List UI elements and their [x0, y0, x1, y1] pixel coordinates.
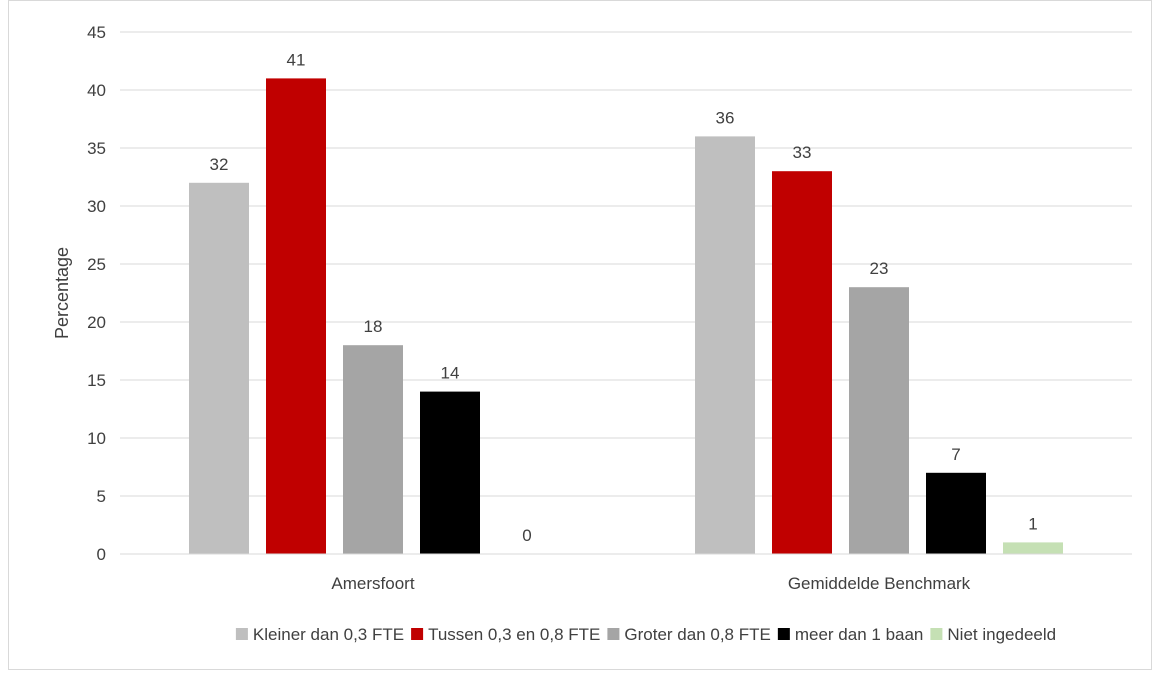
x-category-label: Amersfoort: [331, 574, 414, 593]
data-label: 7: [951, 445, 960, 464]
y-tick-label: 15: [87, 371, 106, 390]
data-label: 36: [716, 108, 735, 127]
legend: Kleiner dan 0,3 FTE Tussen 0,3 en 0,8 FTE…: [235, 625, 1056, 644]
y-tick-label: 0: [97, 545, 106, 564]
data-label: 33: [793, 143, 812, 162]
y-tick-label: 35: [87, 139, 106, 158]
data-label: 18: [364, 317, 383, 336]
legend-label: Groter dan 0,8 FTE: [624, 625, 770, 644]
y-tick-label: 30: [87, 197, 106, 216]
data-label: 32: [210, 155, 229, 174]
x-category-label: Gemiddelde Benchmark: [788, 574, 971, 593]
legend-label: meer dan 1 baan: [795, 625, 924, 644]
y-tick-label: 45: [87, 23, 106, 42]
bar: [343, 345, 403, 554]
bar: [695, 136, 755, 554]
data-labels: 32 41 18 14 0 36 33 23 7 1: [210, 50, 1038, 545]
y-tick-label: 25: [87, 255, 106, 274]
data-label: 1: [1028, 514, 1037, 533]
data-label: 14: [441, 364, 460, 383]
chart-border: [8, 0, 1152, 670]
y-axis-title: Percentage: [52, 247, 72, 339]
y-tick-label: 20: [87, 313, 106, 332]
y-tick-label: 10: [87, 429, 106, 448]
y-tick-label: 40: [87, 81, 106, 100]
bar: [849, 287, 909, 554]
bar: [772, 171, 832, 554]
bar: [266, 78, 326, 555]
legend-swatch: [235, 628, 248, 640]
bars: [189, 78, 1063, 555]
legend-label: Tussen 0,3 en 0,8 FTE: [428, 625, 600, 644]
bar: [926, 472, 986, 554]
bar: [189, 182, 249, 555]
data-label: 23: [870, 259, 889, 278]
legend-swatch: [411, 628, 424, 640]
bar: [420, 391, 480, 554]
data-label: 41: [287, 50, 306, 69]
legend-swatch: [930, 628, 943, 640]
y-tick-label: 5: [97, 487, 106, 506]
legend-label: Kleiner dan 0,3 FTE: [253, 625, 404, 644]
legend-swatch: [777, 628, 790, 640]
bar: [1003, 542, 1063, 554]
legend-swatch: [607, 628, 620, 640]
data-label: 0: [522, 526, 531, 545]
legend-label: Niet ingedeeld: [947, 625, 1056, 644]
